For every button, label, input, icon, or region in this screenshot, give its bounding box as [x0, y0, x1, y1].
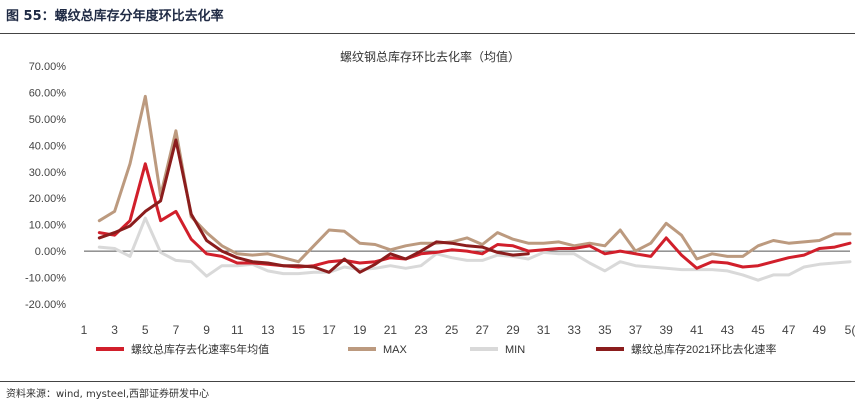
y-tick-label: -20.00%	[25, 299, 66, 311]
x-tick-label: 45	[751, 323, 765, 337]
series-line-y2021	[97, 138, 530, 274]
x-tick-label: 21	[384, 323, 398, 337]
x-tick-label: 31	[537, 323, 551, 337]
legend-label-min: MIN	[505, 344, 525, 356]
y-tick-label: 30.00%	[29, 167, 67, 179]
y-tick-label: 0.00%	[35, 246, 66, 258]
x-tick-label: 43	[721, 323, 735, 337]
x-tick-label: 41	[690, 323, 704, 337]
y-tick-label: 20.00%	[29, 193, 67, 205]
x-tick-label: 49	[813, 323, 827, 337]
x-tick-label: 33	[568, 323, 582, 337]
y-tick-label: 10.00%	[29, 220, 67, 232]
x-tick-label: 27	[476, 323, 490, 337]
y-tick-label: 60.00%	[29, 87, 67, 99]
chart-title: 螺纹钢总库存环比去化率（均值）	[340, 49, 520, 64]
title-divider	[0, 33, 855, 34]
y-tick-label: 50.00%	[29, 114, 67, 126]
x-tick-label: 13	[261, 323, 275, 337]
series-line-min	[97, 216, 852, 282]
x-tick-label: 3	[111, 323, 118, 337]
x-tick-label: 29	[506, 323, 520, 337]
x-tick-label: 7	[173, 323, 180, 337]
series-line-max	[97, 94, 852, 264]
x-tick-label: 17	[322, 323, 336, 337]
legend-label-y2021: 螺纹总库存2021环比去化速率	[631, 342, 776, 356]
x-tick-label: 1	[81, 323, 88, 337]
y-tick-label: 70.00%	[29, 61, 67, 73]
x-tick-label: 11	[231, 323, 244, 337]
source-divider	[0, 381, 855, 382]
figure-title: 图 55：螺纹总库存分年度环比去化率	[6, 9, 224, 24]
y-tick-label: 40.00%	[29, 140, 67, 152]
x-tick-label: 19	[353, 323, 367, 337]
x-tick-label: 47	[782, 323, 796, 337]
series-line-avg5	[97, 162, 852, 270]
source-note: 资料来源：wind, mysteel,西部证券研发中心	[6, 389, 210, 400]
legend-label-avg5: 螺纹总库存去化速率5年均值	[131, 342, 269, 356]
x-tick-label: 25	[445, 323, 459, 337]
x-tick-label: 9	[203, 323, 210, 337]
y-tick-label: -10.00%	[25, 273, 66, 285]
x-axis: 1 3 5 7 9 11 13 15 17 19 21 23 25 27 29 31 33 35 37 39 41 43 4…	[81, 323, 855, 337]
x-tick-label: 35	[598, 323, 612, 337]
x-tick-label: 39	[659, 323, 673, 337]
y-axis: 70.00% 60.00% 50.00% 40.00% 30.00% 20.00% 10.0…	[25, 61, 66, 311]
legend: 螺纹总库存去化速率5年均值 MAX MIN 螺纹总库存2021环比去化速率	[96, 342, 776, 356]
x-tick-label: 15	[292, 323, 306, 337]
legend-label-max: MAX	[383, 344, 408, 356]
x-tick-label: 5(	[845, 323, 855, 337]
series-layer	[97, 94, 852, 282]
x-tick-label: 23	[414, 323, 428, 337]
x-tick-label: 37	[629, 323, 643, 337]
x-tick-label: 5	[142, 323, 149, 337]
